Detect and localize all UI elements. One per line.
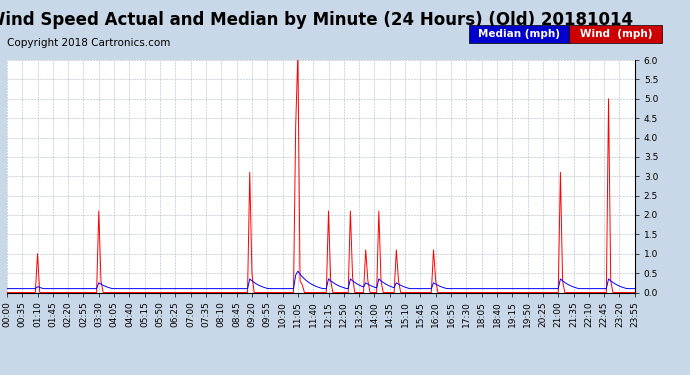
Text: Wind  (mph): Wind (mph) (580, 29, 653, 39)
Text: Copyright 2018 Cartronics.com: Copyright 2018 Cartronics.com (7, 38, 170, 48)
Text: Median (mph): Median (mph) (478, 29, 560, 39)
Text: Wind Speed Actual and Median by Minute (24 Hours) (Old) 20181014: Wind Speed Actual and Median by Minute (… (0, 11, 633, 29)
